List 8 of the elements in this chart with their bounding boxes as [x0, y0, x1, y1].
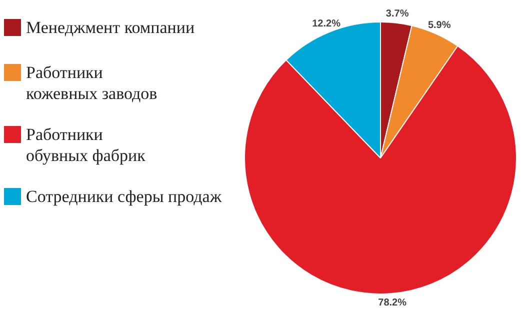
data-label: 3.7% [386, 8, 409, 20]
legend-label: Сотредники сферы продаж [26, 186, 222, 207]
legend-label: Работники кожевных заводов [26, 62, 158, 104]
legend-label: Работники обувных фабрик [26, 124, 146, 166]
data-label: 5.9% [428, 20, 451, 32]
legend-label: Менеджмент компании [26, 17, 195, 38]
data-label: 78.2% [378, 297, 407, 308]
data-label: 12.2% [312, 18, 341, 30]
